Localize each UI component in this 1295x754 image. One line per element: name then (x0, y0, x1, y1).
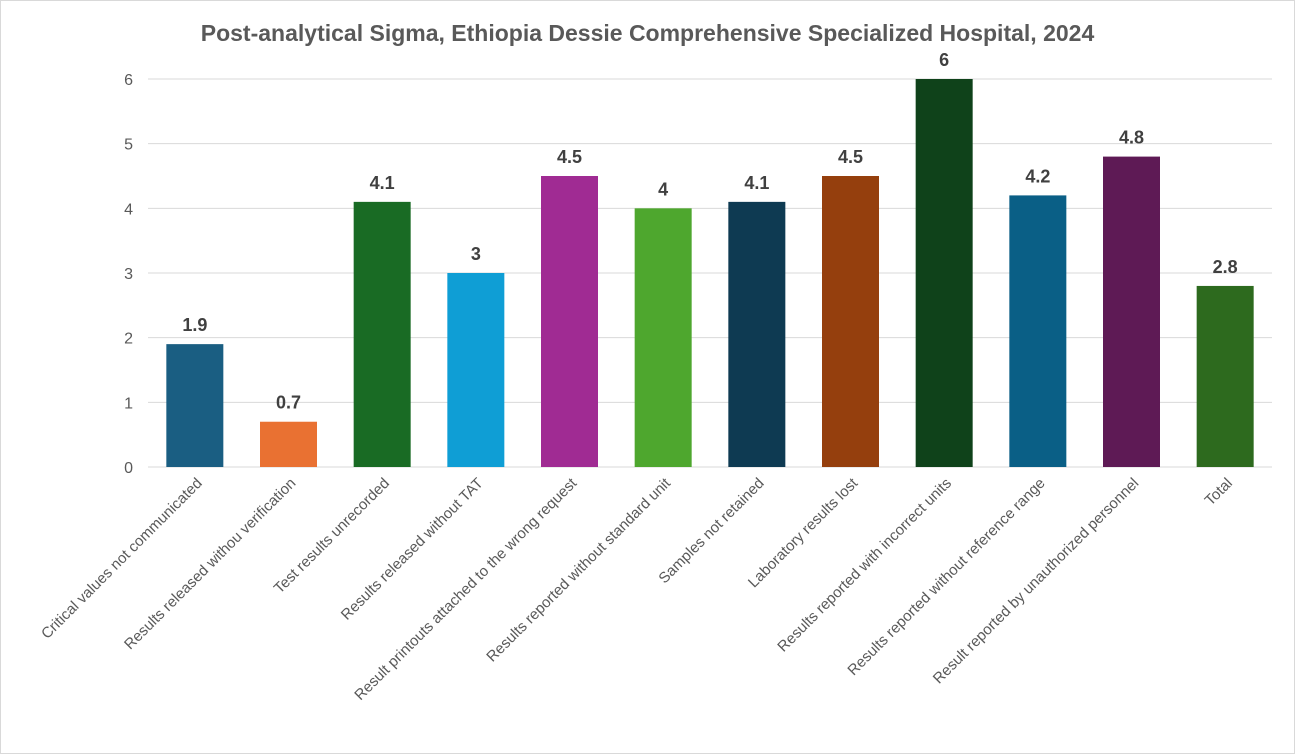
bar (353, 201, 411, 467)
bar (541, 176, 598, 467)
bar (1103, 156, 1160, 467)
y-tick-label: 1 (124, 395, 133, 412)
y-tick-label: 2 (124, 331, 133, 348)
data-label: 4.5 (557, 147, 582, 167)
y-tick-label: 6 (124, 72, 133, 89)
bar (1196, 285, 1254, 467)
data-label: 2.8 (1213, 257, 1238, 277)
x-tick-label: Results reported with incorrect units (774, 475, 955, 656)
y-tick-label: 3 (124, 266, 133, 283)
y-tick-label: 4 (124, 201, 133, 218)
chart-title: Post-analytical Sigma, Ethiopia Dessie C… (200, 20, 1095, 46)
x-tick-label: Results reported without standard unit (483, 474, 674, 665)
data-label: 4.8 (1119, 128, 1144, 148)
data-label: 4 (658, 179, 668, 199)
bar (166, 344, 224, 467)
bar (260, 421, 317, 467)
x-tick-label: Results reported without reference range (844, 475, 1048, 679)
bar (447, 273, 505, 467)
bar (915, 79, 973, 467)
bar (728, 201, 786, 467)
data-label: 4.5 (838, 147, 863, 167)
bar (1009, 195, 1067, 467)
data-label: 3 (471, 244, 481, 264)
data-label: 4.1 (370, 173, 395, 193)
x-tick-label: Samples not retained (655, 475, 767, 587)
x-tick-label: Result reported by unauthorized personne… (930, 475, 1142, 687)
data-label: 1.9 (182, 315, 207, 335)
y-tick-label: 0 (124, 460, 133, 477)
x-tick-label: Critical values not communicated (38, 475, 206, 643)
x-tick-label: Results released withou verification (121, 475, 299, 653)
x-tick-label: Total (1202, 475, 1236, 509)
data-label: 0.7 (276, 393, 301, 413)
y-tick-label: 5 (124, 137, 133, 154)
data-label: 4.1 (744, 173, 769, 193)
data-label: 6 (939, 50, 949, 70)
bar (822, 176, 879, 467)
bar (634, 208, 692, 468)
data-label: 4.2 (1025, 166, 1050, 186)
